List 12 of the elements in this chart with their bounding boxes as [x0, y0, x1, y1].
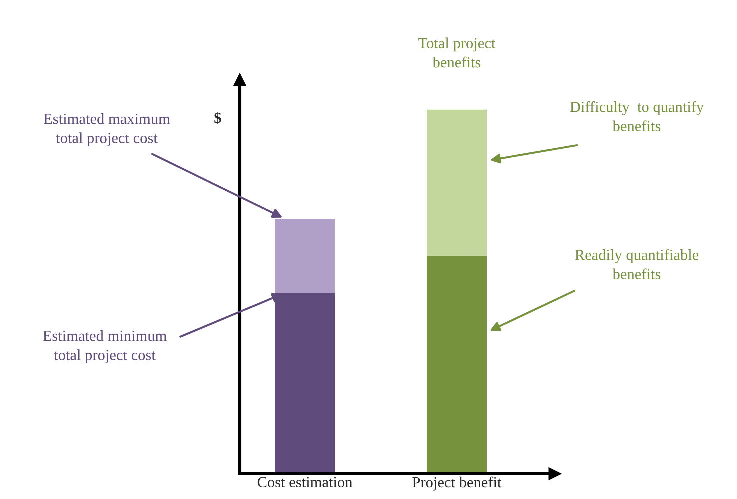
text: Estimated minimum total project cost: [43, 330, 167, 364]
x-tick-label: Project benefit: [412, 476, 502, 491]
x-tick-label: Cost estimation: [258, 477, 353, 488]
text: Readily quantifiable benefits: [575, 249, 699, 280]
bar: [275, 293, 336, 474]
text: Difficulty to quantify benefits: [570, 101, 704, 132]
y-axis-title: $: [214, 112, 222, 124]
bar: [426, 110, 487, 256]
bar: [275, 219, 336, 294]
annotation: Total project benefits: [418, 38, 496, 68]
text: Estimated maximum total project cost: [44, 113, 170, 147]
bar: [426, 256, 487, 474]
